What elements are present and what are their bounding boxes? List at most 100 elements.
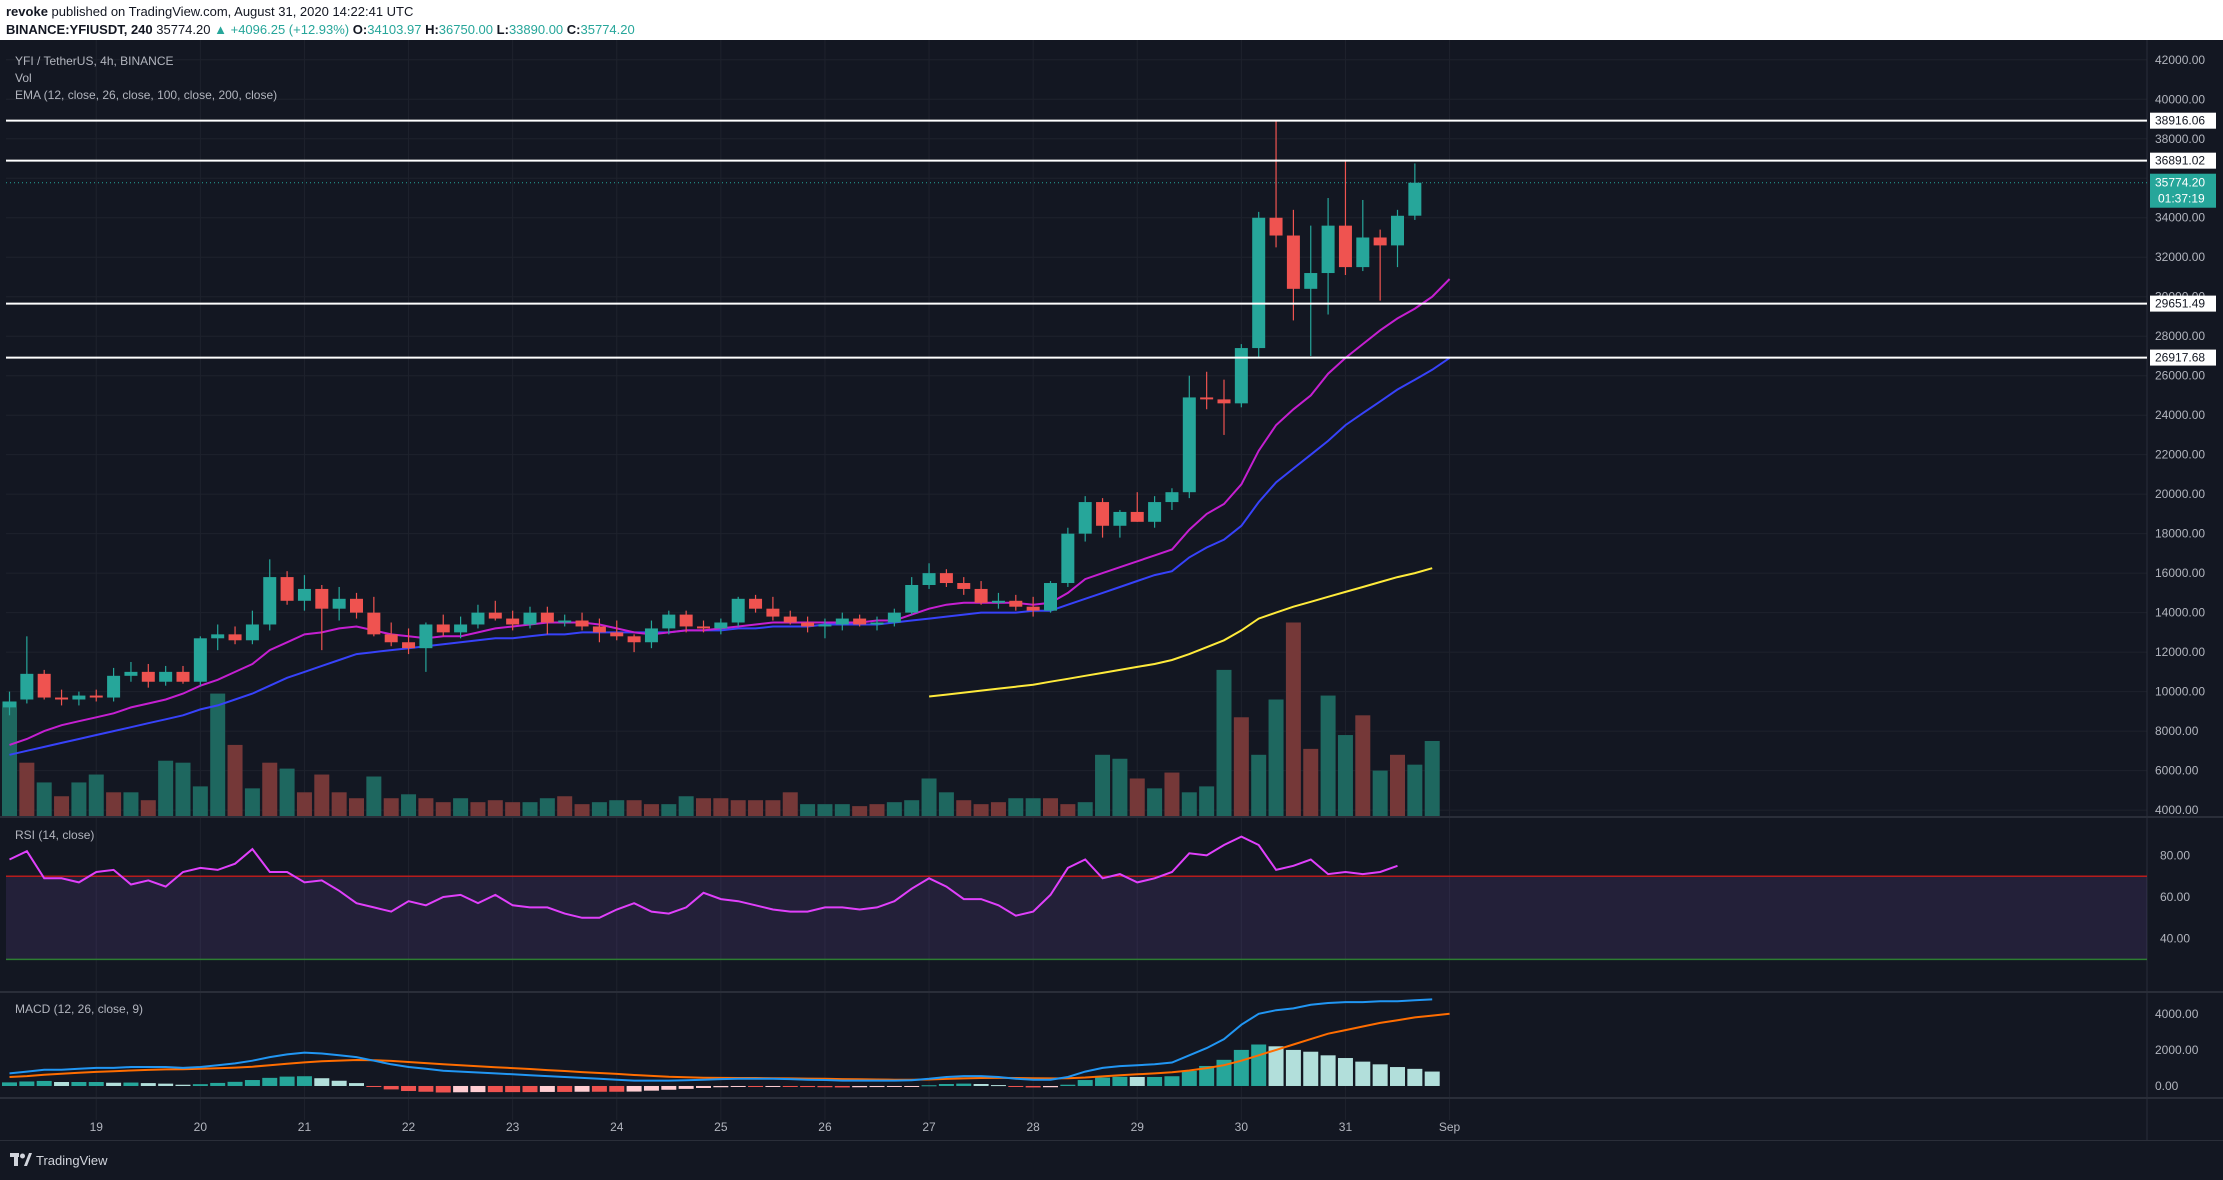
volume-bar xyxy=(834,804,850,816)
candle-body xyxy=(1286,235,1300,289)
volume-bar xyxy=(331,792,347,816)
macd-histogram-bar xyxy=(435,1085,451,1093)
candle-body xyxy=(1391,215,1404,246)
candle-body xyxy=(159,671,173,682)
volume-bar xyxy=(557,796,573,816)
volume-bar xyxy=(678,796,694,816)
macd-histogram-bar xyxy=(748,1085,764,1087)
macd-histogram-bar xyxy=(123,1082,139,1086)
candle-body xyxy=(211,634,225,639)
volume-bar xyxy=(19,762,35,816)
candle-body xyxy=(3,701,16,708)
candle-body xyxy=(1373,237,1387,246)
price-tick-label: 26000.00 xyxy=(2155,369,2205,383)
volume-bar xyxy=(921,778,937,816)
macd-histogram-bar xyxy=(1390,1067,1405,1086)
volume-bar xyxy=(227,744,243,816)
publish-header: revoke published on TradingView.com, Aug… xyxy=(0,0,2223,40)
level-label-box xyxy=(2150,349,2216,366)
volume-bar xyxy=(817,804,833,816)
ema26-line xyxy=(9,357,1451,756)
candle-body xyxy=(454,624,468,633)
candle-body xyxy=(471,612,485,625)
volume-bar xyxy=(1147,788,1163,816)
volume-bar xyxy=(1043,798,1058,816)
candle-body xyxy=(384,634,398,643)
close-value: 35774.20 xyxy=(580,22,635,37)
macd-histogram-bar xyxy=(1008,1085,1024,1087)
macd-histogram-bar xyxy=(244,1080,260,1086)
volume-bar xyxy=(36,782,52,816)
macd-histogram-bar xyxy=(487,1085,503,1093)
ema12-line xyxy=(9,278,1451,746)
macd-histogram-bar xyxy=(661,1085,677,1090)
volume-bar xyxy=(1112,758,1128,816)
macd-histogram-bar xyxy=(1025,1085,1041,1088)
candle-body xyxy=(627,636,641,643)
open-label: O: xyxy=(352,22,368,37)
time-tick-label: 30 xyxy=(1235,1120,1249,1134)
macd-histogram-bar xyxy=(1147,1076,1163,1086)
candle-body xyxy=(991,600,1005,603)
high-label: H: xyxy=(425,22,439,37)
candle-body xyxy=(523,612,537,625)
legend-title[interactable]: YFI / TetherUS, 4h, BINANCE xyxy=(15,54,174,68)
volume-bar xyxy=(1320,695,1336,816)
candle-body xyxy=(280,577,294,601)
price-tick-label: 16000.00 xyxy=(2155,566,2205,580)
candle-body xyxy=(1321,225,1335,274)
volume-bar xyxy=(886,802,902,816)
volume-bar xyxy=(990,802,1006,816)
candle-body xyxy=(1096,502,1110,526)
symbol-label: BINANCE:YFIUSDT, 240 xyxy=(6,22,153,37)
macd-histogram-bar xyxy=(366,1085,382,1087)
macd-histogram-bar xyxy=(1043,1085,1058,1088)
macd-histogram-bar xyxy=(678,1085,694,1089)
legend-ema[interactable]: EMA (12, close, 26, close, 100, close, 2… xyxy=(15,88,278,102)
macd-tick-label: 4000.00 xyxy=(2155,1007,2199,1021)
level-label: 38916.06 xyxy=(2155,114,2205,128)
volume-bar xyxy=(2,701,17,816)
macd-tick-label: 0.00 xyxy=(2155,1079,2179,1093)
candle-body xyxy=(1078,502,1092,534)
volume-bar xyxy=(730,800,746,816)
last-price-text: 35774.20 xyxy=(156,22,211,37)
candle-body xyxy=(1408,182,1422,216)
tradingview-logo-icon[interactable] xyxy=(10,1151,32,1169)
level-label: 36891.02 xyxy=(2155,154,2205,168)
rsi-tick-label: 80.00 xyxy=(2160,848,2190,862)
price-tick-label: 14000.00 xyxy=(2155,606,2205,620)
macd-histogram-bar xyxy=(869,1085,885,1088)
price-tick-label: 22000.00 xyxy=(2155,448,2205,462)
candle-body xyxy=(1044,583,1057,611)
tradingview-brand[interactable]: TradingView xyxy=(36,1153,108,1168)
volume-bar xyxy=(1060,804,1076,816)
candle-body xyxy=(402,642,416,649)
time-tick-label: 29 xyxy=(1131,1120,1145,1134)
macd-histogram-bar xyxy=(210,1082,226,1086)
volume-bar xyxy=(140,800,156,816)
rsi-label[interactable]: RSI (14, close) xyxy=(15,828,95,842)
macd-histogram-bar xyxy=(834,1085,850,1088)
legend-vol[interactable]: Vol xyxy=(15,71,32,85)
candle-body xyxy=(731,598,745,623)
macd-histogram-bar xyxy=(591,1085,607,1092)
volume-bar xyxy=(1355,715,1371,816)
price-tick-label: 6000.00 xyxy=(2155,764,2199,778)
candle-body xyxy=(1269,217,1283,236)
chart-canvas[interactable]: 42000.0040000.0038000.0036000.0034000.00… xyxy=(0,40,2223,1140)
volume-bar xyxy=(1181,792,1197,816)
candle-body xyxy=(419,624,433,649)
volume-bar xyxy=(1303,748,1319,816)
author-name[interactable]: revoke xyxy=(6,4,48,19)
time-tick-label: 23 xyxy=(506,1120,520,1134)
macd-label[interactable]: MACD (12, 26, close, 9) xyxy=(15,1002,144,1016)
macd-histogram-bar xyxy=(539,1085,555,1092)
volume-bar xyxy=(1008,798,1024,816)
macd-histogram-bar xyxy=(904,1085,920,1087)
level-label: 29651.49 xyxy=(2155,297,2205,311)
macd-signal-line xyxy=(9,1012,1450,1081)
volume-bar xyxy=(158,760,174,816)
countdown-label: 01:37:19 xyxy=(2158,192,2205,206)
volume-bar xyxy=(418,798,434,816)
